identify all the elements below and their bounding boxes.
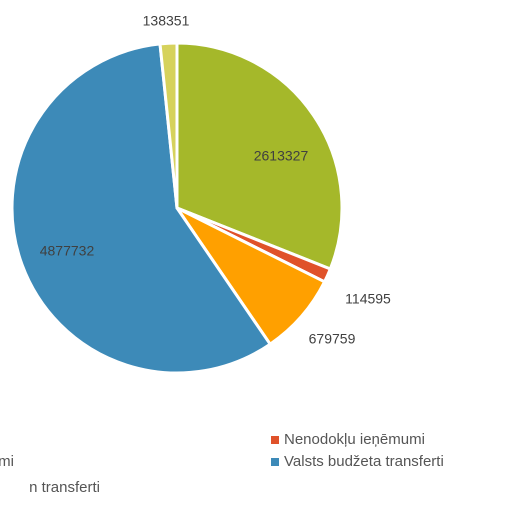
legend-swatch xyxy=(271,436,279,444)
data-label: 679759 xyxy=(309,331,356,347)
data-label: 138351 xyxy=(143,13,190,29)
pie-slice xyxy=(175,41,344,271)
data-label: 4877732 xyxy=(40,243,95,259)
pie-slice xyxy=(10,42,272,375)
data-label: 2613327 xyxy=(254,148,309,164)
legend-label: n transferti xyxy=(29,479,100,496)
data-label: 114595 xyxy=(345,291,391,307)
legend-label: mi xyxy=(0,453,14,470)
legend-label: Nenodokļu ieņēmumi xyxy=(284,431,425,448)
legend-label: Valsts budžeta transferti xyxy=(284,453,444,470)
pie-slice xyxy=(158,41,179,210)
legend-swatch xyxy=(271,458,279,466)
